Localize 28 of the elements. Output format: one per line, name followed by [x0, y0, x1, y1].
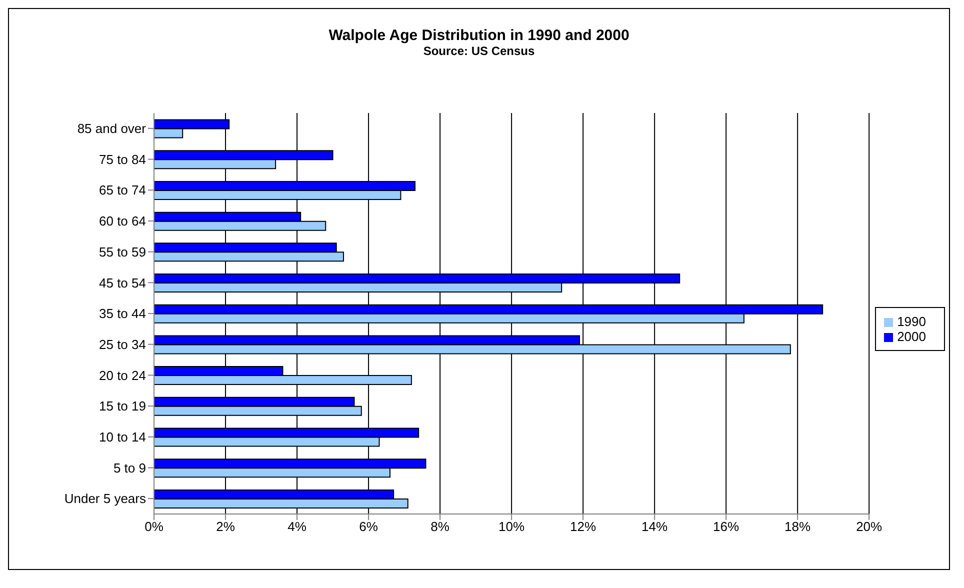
- x-tick-label: 0%: [144, 519, 164, 534]
- x-tick-label: 18%: [784, 519, 812, 534]
- y-tick-label: 5 to 9: [113, 460, 146, 476]
- y-tick-label: 60 to 64: [99, 214, 146, 229]
- x-tick-label: 14%: [642, 519, 668, 534]
- y-tick-label: 65 to 74: [99, 182, 146, 198]
- y-tick-label: 45 to 54: [99, 275, 146, 290]
- y-tick-label: 20 to 24: [99, 368, 146, 383]
- y-tick-label: 15 to 19: [99, 398, 146, 414]
- y-tick-label: 75 to 84: [99, 152, 146, 167]
- x-tick-label: 4%: [288, 519, 307, 534]
- x-tick-label: 2%: [216, 519, 236, 534]
- chart-title: Walpole Age Distribution in 1990 and 2000: [328, 27, 630, 44]
- y-tick-label: 35 to 44: [99, 306, 146, 322]
- y-tick-label: 55 to 59: [99, 244, 146, 260]
- y-tick-label: 10 to 14: [99, 430, 146, 444]
- x-tick-label: 10%: [498, 519, 525, 534]
- y-tick-label: 25 to 34: [99, 336, 146, 352]
- x-tick-label: 20%: [856, 519, 883, 534]
- y-tick-label: 85 and over: [77, 121, 147, 136]
- x-tick-label: 8%: [430, 519, 450, 534]
- legend-label: 1990: [897, 314, 926, 329]
- legend-label: 2000: [897, 329, 926, 344]
- x-tick-label: 6%: [359, 519, 378, 534]
- x-tick-label: 12%: [570, 519, 596, 534]
- x-tick-label: 16%: [713, 519, 740, 534]
- y-tick-label: Under 5 years: [64, 491, 146, 506]
- chart-subtitle: Source: US Census: [422, 44, 536, 58]
